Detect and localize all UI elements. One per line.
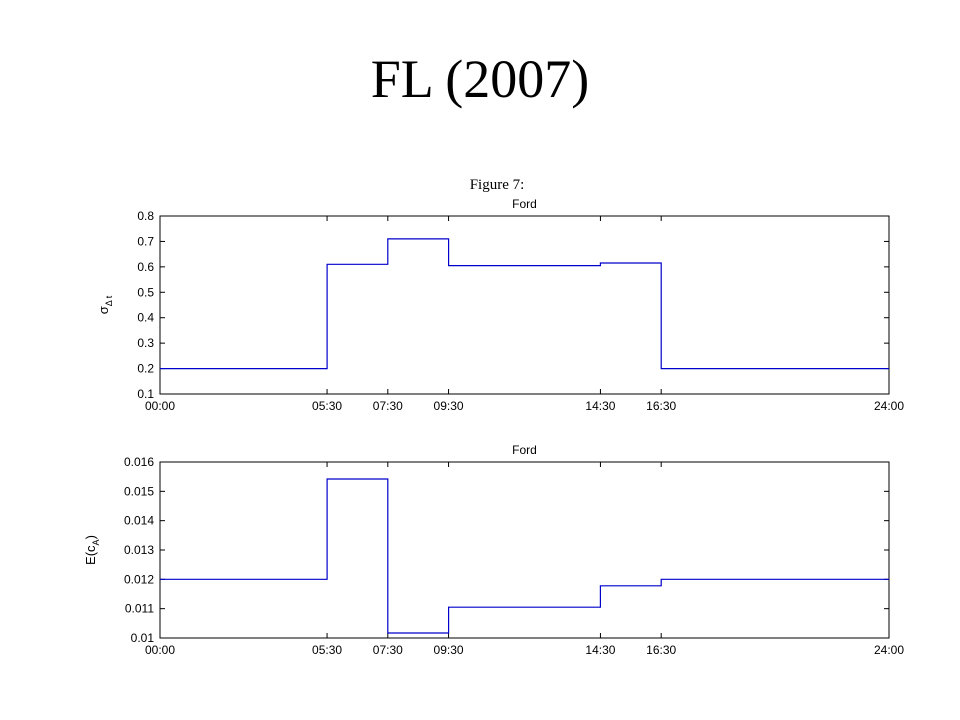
y-tick-label: 0.4 xyxy=(137,311,154,325)
series-line-1 xyxy=(160,238,889,370)
x-tick-label: 24:00 xyxy=(874,399,904,413)
y-tick-label: 0.2 xyxy=(137,362,154,376)
x-tick-label: 14:30 xyxy=(585,399,615,413)
x-tick-label: 09:30 xyxy=(434,643,464,657)
x-tick-label: 16:30 xyxy=(646,399,676,413)
figure-heading: Figure 7: xyxy=(470,177,525,193)
y-tick-label: 0.014 xyxy=(124,514,154,528)
y-tick-label: 0.1 xyxy=(137,387,154,401)
x-tick-label: 14:30 xyxy=(585,643,615,657)
chart-panel-1: Ford 00:00 05:30 07:30 09:30 14:30 16:30 24:00 0… xyxy=(96,197,904,413)
slide-title: FL (2007) xyxy=(370,49,590,109)
y-tick-label: 0.015 xyxy=(124,484,154,498)
panel-title: Ford xyxy=(512,443,537,457)
x-tick-label: 09:30 xyxy=(434,399,464,413)
y-tick-label: 0.8 xyxy=(137,209,154,223)
y-tick-label: 0.012 xyxy=(124,572,154,586)
y-tick-label: 0.6 xyxy=(137,260,154,274)
plot-area xyxy=(159,461,890,639)
y-tick-label: 0.016 xyxy=(124,455,154,469)
panel-title: Ford xyxy=(512,197,537,211)
y-axis-label: E(cA) xyxy=(83,535,101,565)
y-tick-label: 0.3 xyxy=(137,336,154,350)
y-tick-label: 0.5 xyxy=(137,285,154,299)
x-tick-label: 05:30 xyxy=(312,399,342,413)
x-tick-label: 16:30 xyxy=(646,643,676,657)
x-tick-label: 05:30 xyxy=(312,643,342,657)
x-tick-label: 00:00 xyxy=(145,643,175,657)
y-axis-label: σΔ t xyxy=(96,295,114,314)
chart-panel-2: Ford 00:00 05:30 07:30 09:30 14:30 16:30 24:00 0… xyxy=(83,443,904,657)
plot-area xyxy=(159,215,890,395)
y-tick-label: 0.011 xyxy=(125,602,154,616)
x-tick-label: 00:00 xyxy=(145,399,175,413)
x-tick-label: 24:00 xyxy=(874,643,904,657)
x-tick-label: 07:30 xyxy=(373,399,403,413)
y-tick-label: 0.01 xyxy=(131,631,155,645)
y-tick-label: 0.7 xyxy=(137,234,154,248)
y-tick-label: 0.013 xyxy=(124,543,154,557)
x-tick-label: 07:30 xyxy=(373,643,403,657)
series-line-1 xyxy=(160,478,889,634)
